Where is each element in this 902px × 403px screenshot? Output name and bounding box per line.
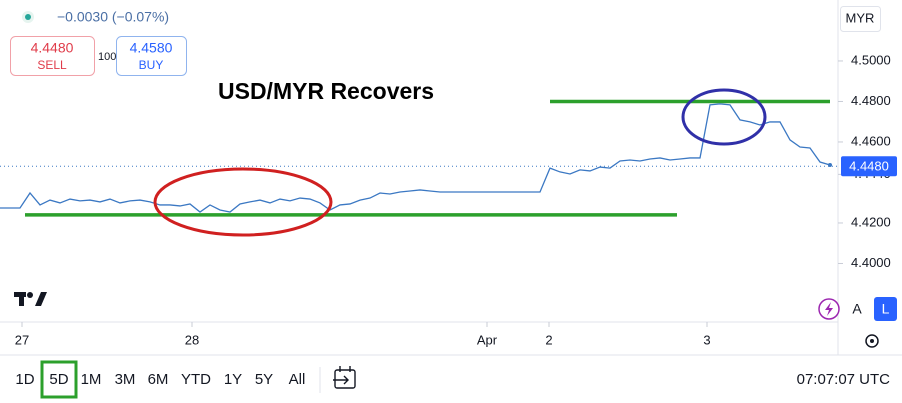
range-button[interactable]: All <box>289 371 306 388</box>
price-change: −0.0030 (−0.07%) <box>57 9 169 25</box>
compare-icon[interactable] <box>333 366 356 389</box>
range-button[interactable]: YTD <box>181 371 211 388</box>
toolbar: 1D 5D 1M 3M 6M YTD 1Y 5Y All <box>15 360 306 399</box>
sell-button[interactable] <box>10 36 95 76</box>
range-button[interactable]: 1Y <box>224 371 242 388</box>
log-scale: L <box>882 301 890 317</box>
range-button[interactable]: 5Y <box>255 371 273 388</box>
range-button[interactable]: 1D <box>15 371 34 388</box>
plot-area <box>0 99 838 217</box>
y-tick-label: 4.4600 <box>851 133 891 148</box>
last-price-box <box>841 156 897 177</box>
sell-price: 4.4480 <box>31 40 74 56</box>
x-tick-label: 2 <box>545 332 552 347</box>
range-selected <box>40 360 78 399</box>
sell-label: SELL <box>37 58 67 72</box>
x-tick-label: 3 <box>703 332 710 347</box>
currency: MYR <box>846 10 875 25</box>
settings-icon[interactable] <box>865 334 879 348</box>
y-tick-label: 4.5000 <box>851 52 891 67</box>
highlight-ellipse <box>153 167 333 237</box>
x-tick-label: Apr <box>477 332 498 347</box>
x-tick-label: 27 <box>15 332 29 347</box>
range-button[interactable]: 3M <box>115 371 136 388</box>
auto-scale[interactable]: A <box>852 301 862 317</box>
last-price-label: 4.4480 <box>849 159 889 174</box>
chart-title: USD/MYR Recovers <box>218 78 434 104</box>
price-line <box>0 103 831 213</box>
lightning <box>825 302 833 316</box>
status-dot <box>25 14 31 20</box>
range-button[interactable]: 5D <box>49 371 68 388</box>
spread: 100 <box>98 51 116 63</box>
buy-price: 4.4580 <box>130 40 173 56</box>
settings-center <box>870 339 874 343</box>
logo <box>14 292 47 306</box>
currency-box[interactable] <box>840 6 881 32</box>
range-button[interactable]: 1M <box>81 371 102 388</box>
log-scale-button[interactable] <box>874 297 897 321</box>
highlight-ellipse <box>681 88 767 146</box>
buy-label: BUY <box>139 58 164 72</box>
y-tick-label: 4.4800 <box>851 93 891 108</box>
x-tick-label: 28 <box>185 332 199 347</box>
y-tick-label: 4.4200 <box>851 214 891 229</box>
clock: 07:07:07 UTC <box>797 371 891 388</box>
y-tick-label: 4.4000 <box>851 255 891 270</box>
range-button[interactable]: 6M <box>148 371 169 388</box>
buy-button[interactable] <box>116 36 187 76</box>
last-point <box>828 163 832 168</box>
